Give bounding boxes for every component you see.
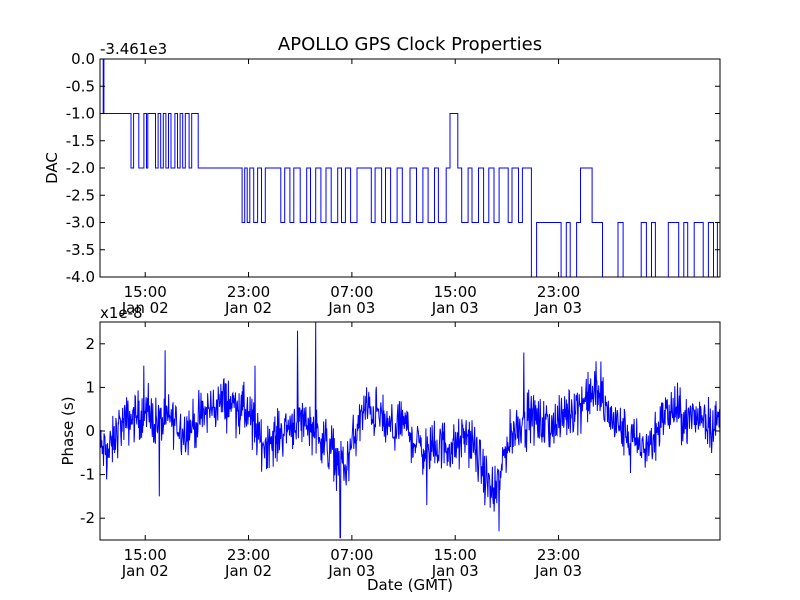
x-tick-date-label: Jan 03 xyxy=(431,562,479,580)
y-tick-label: -2.0 xyxy=(66,159,95,177)
x-tick-time-label: 23:00 xyxy=(227,546,270,564)
y-tick-label: 0.0 xyxy=(71,50,95,68)
y-tick-label: -2 xyxy=(80,509,95,527)
y-tick-label: -0.5 xyxy=(66,77,95,95)
y-tick-label: 1 xyxy=(85,378,95,396)
x-tick-date-label: Jan 02 xyxy=(121,299,169,317)
x-tick-time-label: 23:00 xyxy=(227,283,270,301)
x-tick-date-label: Jan 02 xyxy=(224,299,272,317)
bottom-offset-label: x1e-8 xyxy=(100,304,143,322)
phase-series-line xyxy=(100,322,720,539)
x-tick-date-label: Jan 03 xyxy=(327,562,375,580)
top-panel: -3.461e3 DAC 0.0 -0.5 -1.0 -1.5 -2.0 -2.5 -3.0… xyxy=(43,40,721,317)
x-tick-date-label: Jan 02 xyxy=(121,562,169,580)
x-tick-time-label: 15:00 xyxy=(124,546,167,564)
dac-series-line xyxy=(100,59,720,277)
x-tick-time-label: 15:00 xyxy=(434,283,477,301)
top-tick-marks xyxy=(100,58,720,278)
y-tick-label: -3.5 xyxy=(66,241,95,259)
x-tick-time-label: 15:00 xyxy=(434,546,477,564)
bottom-tick-marks xyxy=(100,322,720,540)
figure-title: APOLLO GPS Clock Properties xyxy=(278,34,542,55)
y-tick-label: -4.0 xyxy=(66,268,95,286)
top-y-tick-labels: 0.0 -0.5 -1.0 -1.5 -2.0 -2.5 -3.0 -3.5 -4.0 xyxy=(66,50,95,286)
y-tick-label: 2 xyxy=(85,335,95,353)
x-tick-time-label: 15:00 xyxy=(124,283,167,301)
y-tick-label: -3.0 xyxy=(66,214,95,232)
x-axis-label: Date (GMT) xyxy=(367,576,453,594)
x-tick-date-label: Jan 03 xyxy=(534,562,582,580)
y-tick-label: -1.5 xyxy=(66,132,95,150)
bottom-y-tick-labels: 2 1 0 -1 -2 xyxy=(80,335,95,527)
x-tick-date-label: Jan 02 xyxy=(224,562,272,580)
x-tick-date-label: Jan 03 xyxy=(431,299,479,317)
y-tick-label: -2.5 xyxy=(66,186,95,204)
x-tick-time-label: 07:00 xyxy=(330,546,373,564)
x-tick-time-label: 23:00 xyxy=(537,546,580,564)
x-tick-date-label: Jan 03 xyxy=(534,299,582,317)
x-tick-date-label: Jan 03 xyxy=(327,299,375,317)
x-tick-time-label: 07:00 xyxy=(330,283,373,301)
top-y-axis-label: DAC xyxy=(43,152,61,184)
y-tick-label: -1.0 xyxy=(66,105,95,123)
y-tick-label: -1 xyxy=(80,466,95,484)
x-tick-time-label: 23:00 xyxy=(537,283,580,301)
top-offset-label: -3.461e3 xyxy=(100,40,167,58)
y-tick-label: 0 xyxy=(85,422,95,440)
bottom-y-axis-label: Phase (s) xyxy=(59,396,77,465)
